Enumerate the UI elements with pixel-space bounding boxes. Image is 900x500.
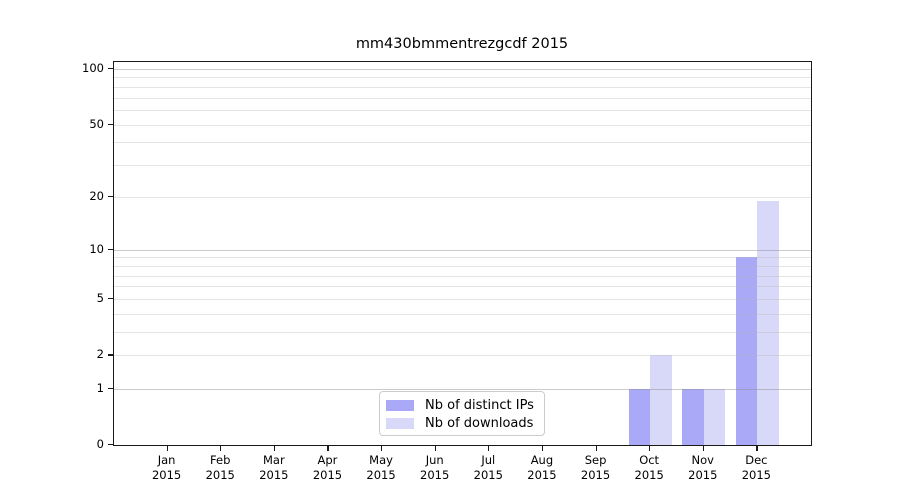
legend-label: Nb of distinct IPs bbox=[425, 397, 534, 413]
x-tick-label: Jan 2015 bbox=[151, 453, 182, 482]
minor-gridline bbox=[114, 299, 811, 300]
y-tick-mark bbox=[108, 195, 113, 198]
y-tick-mark bbox=[108, 67, 113, 70]
minor-gridline bbox=[114, 265, 811, 267]
y-tick-label: 20 bbox=[89, 188, 104, 203]
minor-gridline bbox=[114, 313, 811, 315]
minor-gridline bbox=[114, 286, 811, 288]
x-tick-label: Mar 2015 bbox=[259, 453, 289, 482]
bar-downloads bbox=[650, 355, 672, 445]
major-gridline bbox=[114, 249, 811, 251]
x-tick-mark bbox=[488, 445, 490, 451]
minor-gridline bbox=[114, 332, 811, 334]
y-tick-label: 1 bbox=[96, 380, 104, 395]
bar-downloads bbox=[703, 388, 726, 445]
x-tick-mark bbox=[649, 445, 651, 451]
downloads-swatch bbox=[386, 417, 414, 429]
legend-label: Nb of downloads bbox=[425, 415, 534, 431]
minor-gridline bbox=[114, 165, 811, 167]
x-tick-mark bbox=[273, 445, 276, 451]
bar-distinct-ips bbox=[735, 257, 758, 445]
y-tick-label: 2 bbox=[96, 347, 104, 362]
y-tick-mark bbox=[108, 444, 113, 446]
minor-gridline bbox=[114, 124, 811, 126]
major-gridline bbox=[114, 68, 811, 70]
x-tick-label: May 2015 bbox=[366, 453, 396, 482]
x-tick-label: Apr 2015 bbox=[312, 453, 343, 482]
x-tick-label: Jun 2015 bbox=[420, 453, 450, 482]
legend-item-downloads: Nb of downloads bbox=[386, 415, 536, 431]
x-tick-mark bbox=[166, 445, 168, 451]
x-tick-label: Dec 2015 bbox=[741, 453, 772, 482]
bar-layer bbox=[114, 62, 811, 445]
x-tick-mark bbox=[220, 445, 222, 451]
minor-gridline bbox=[114, 86, 811, 88]
gridline-layer bbox=[114, 62, 811, 445]
y-tick-mark bbox=[108, 354, 113, 356]
minor-gridline bbox=[114, 257, 811, 259]
y-tick-mark bbox=[108, 248, 113, 250]
x-tick-mark bbox=[756, 445, 758, 451]
x-tick-label: Feb 2015 bbox=[205, 453, 235, 482]
y-tick-label: 5 bbox=[96, 291, 104, 305]
legend: Nb of distinct IPs Nb of downloads bbox=[379, 391, 545, 436]
x-tick-label: Sep 2015 bbox=[580, 453, 611, 482]
y-tick-label: 50 bbox=[89, 116, 104, 131]
x-tick-label: Oct 2015 bbox=[634, 453, 664, 482]
x-tick-label: Jul 2015 bbox=[473, 453, 503, 482]
x-tick-label: Aug 2015 bbox=[527, 453, 557, 482]
distinct-ips-swatch bbox=[386, 399, 414, 411]
y-tick-label: 100 bbox=[82, 60, 104, 75]
plot-area bbox=[113, 61, 812, 446]
minor-gridline bbox=[114, 110, 811, 112]
minor-gridline bbox=[114, 142, 811, 144]
x-tick-mark bbox=[541, 445, 544, 451]
minor-gridline bbox=[114, 275, 811, 277]
minor-gridline bbox=[114, 196, 811, 198]
minor-gridline bbox=[114, 77, 811, 79]
bar-downloads bbox=[757, 200, 779, 445]
chart-title: mm430bmmentrezgcdf 2015 bbox=[355, 36, 569, 52]
y-tick-label: 0 bbox=[96, 437, 104, 451]
x-tick-mark bbox=[702, 445, 704, 451]
minor-gridline bbox=[114, 355, 811, 357]
bar-distinct-ips bbox=[628, 388, 651, 445]
x-tick-mark bbox=[381, 445, 383, 451]
y-tick-mark bbox=[108, 387, 113, 389]
legend-item-distinct-ips: Nb of distinct IPs bbox=[386, 397, 536, 413]
major-gridline bbox=[114, 388, 811, 390]
y-tick-label: 10 bbox=[89, 241, 104, 256]
x-tick-label: Nov 2015 bbox=[688, 453, 718, 482]
bar-distinct-ips bbox=[682, 388, 704, 445]
minor-gridline bbox=[114, 97, 811, 99]
x-tick-mark bbox=[434, 445, 436, 451]
x-tick-mark bbox=[595, 445, 597, 451]
y-tick-mark bbox=[108, 123, 113, 125]
y-tick-mark bbox=[108, 298, 113, 300]
x-tick-mark bbox=[327, 445, 329, 451]
